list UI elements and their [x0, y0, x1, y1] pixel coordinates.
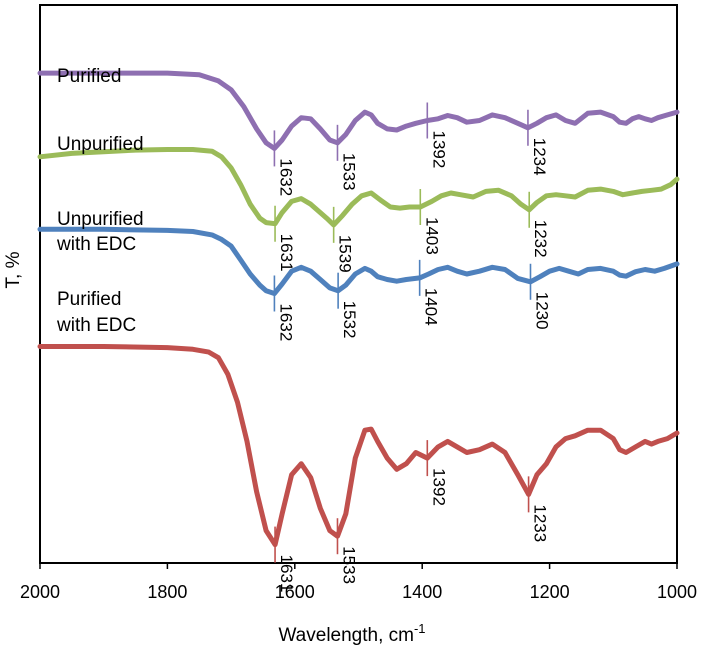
peak-label-unpurified-1403: 1403: [422, 217, 441, 255]
series-label-unpurified-line-1: Unpurified: [57, 134, 144, 155]
series-line-unpurified-with-edc: [37, 226, 680, 296]
x-tick-label-1600: 1600: [275, 582, 315, 602]
peak-label-purified-1234: 1234: [530, 138, 549, 176]
peak-label-unpurified-1539: 1539: [336, 235, 355, 273]
x-axis-label: Wavelength, cm-1: [278, 621, 425, 646]
peak-label-unpurified-with-edc-1632: 1632: [276, 303, 295, 341]
peak-label-unpurified-1631: 1631: [277, 234, 296, 272]
peak-label-purified-with-edc-1533: 1533: [339, 546, 358, 584]
peak-label-purified-with-edc-1392: 1392: [429, 468, 448, 506]
peak-label-purified-with-edc-1233: 1233: [531, 504, 550, 542]
series-line-unpurified: [37, 147, 680, 228]
x-tick-label-1400: 1400: [402, 582, 442, 602]
peak-label-unpurified-with-edc-1230: 1230: [532, 292, 551, 330]
series-label-purified-with-edc-line-2: with EDC: [56, 315, 136, 336]
x-tick-label-1200: 1200: [530, 582, 570, 602]
peak-markers-layer: 1632 1533 1392 1234 1631 1539 1403 1232 1632 1532…: [273, 102, 551, 593]
series-label-unpurified-with-edc-line-2: with EDC: [56, 234, 136, 255]
peak-label-unpurified-with-edc-1404: 1404: [422, 288, 441, 326]
series-labels-layer: Purified Unpurified Unpurified with EDC Puri…: [56, 66, 144, 336]
x-tick-label-2000: 2000: [20, 582, 60, 602]
series-line-purified-with-edc: [37, 344, 680, 548]
peak-label-purified-1533: 1533: [339, 153, 358, 191]
series-label-unpurified-with-edc-line-1: Unpurified: [57, 209, 144, 230]
peak-label-purified-1632: 1632: [276, 158, 295, 196]
x-tick-label-1000: 1000: [657, 582, 697, 602]
x-tick-label-1800: 1800: [147, 582, 187, 602]
y-axis-label: T, %: [3, 251, 24, 288]
x-axis-ticks: 2000 1800 1600 1400 1200 1000: [20, 563, 697, 602]
plot-area: [39, 4, 678, 564]
x-axis-label-superscript: -1: [414, 621, 426, 636]
series-label-purified-line-1: Purified: [57, 66, 121, 87]
peak-label-purified-1392: 1392: [429, 131, 448, 169]
peak-label-unpurified-1232: 1232: [531, 220, 550, 258]
peak-label-unpurified-with-edc-1532: 1532: [340, 301, 359, 339]
peak-label-purified-with-edc-1631: 1631: [277, 555, 296, 593]
series-label-purified-with-edc-line-1: Purified: [57, 289, 121, 310]
